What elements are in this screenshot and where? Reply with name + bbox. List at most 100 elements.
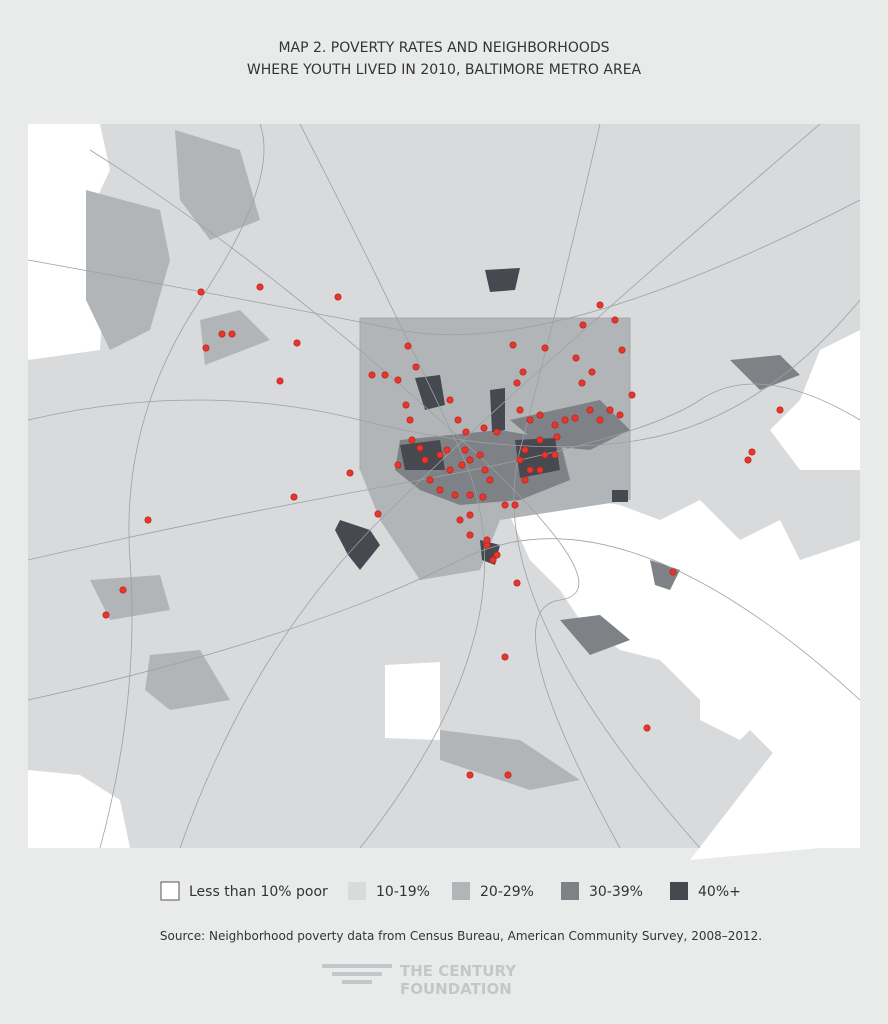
- youth-location: [228, 330, 236, 338]
- youth-location: [493, 551, 501, 559]
- youth-location: [513, 579, 521, 587]
- youth-location: [276, 377, 284, 385]
- youth-location: [144, 516, 152, 524]
- tract-40: [612, 490, 628, 502]
- youth-location: [536, 436, 544, 444]
- legend-swatch: [160, 881, 180, 901]
- youth-location: [466, 771, 474, 779]
- youth-location: [481, 466, 489, 474]
- youth-location: [408, 436, 416, 444]
- tract-20: [90, 575, 170, 620]
- tract-40: [400, 440, 445, 470]
- logo-text: THE CENTURY: [400, 962, 517, 980]
- youth-location: [501, 653, 509, 661]
- youth-location: [466, 491, 474, 499]
- youth-location: [256, 283, 264, 291]
- city-boundary: [359, 317, 631, 500]
- road: [27, 199, 861, 336]
- youth-location: [776, 406, 784, 414]
- tract-30: [560, 615, 630, 655]
- title-line: MAP 2. POVERTY RATES AND NEIGHBORHOODS: [278, 40, 609, 56]
- youth-location: [489, 556, 497, 564]
- youth-location: [476, 451, 484, 459]
- youth-location: [596, 301, 604, 309]
- legend-swatch: [348, 882, 366, 900]
- youth-location: [346, 469, 354, 477]
- road: [89, 149, 621, 849]
- youth-location: [669, 568, 677, 576]
- youth-location: [618, 346, 626, 354]
- youth-location: [551, 451, 559, 459]
- youth-location: [586, 406, 594, 414]
- youth-location: [218, 330, 226, 338]
- youth-location: [511, 501, 519, 509]
- youth-location: [486, 476, 494, 484]
- youth-location: [526, 416, 534, 424]
- tract-40: [415, 375, 445, 410]
- youth-location: [551, 421, 559, 429]
- road: [179, 123, 821, 849]
- youth-location: [483, 536, 491, 544]
- youth-location: [596, 416, 604, 424]
- tract-40: [490, 388, 505, 432]
- youth-location: [553, 433, 561, 441]
- tract-40: [335, 520, 380, 570]
- youth-location: [436, 451, 444, 459]
- youth-location: [290, 493, 298, 501]
- tract-20: [440, 730, 580, 790]
- youth-location: [516, 406, 524, 414]
- logo-bar: [332, 972, 382, 976]
- tract-30: [730, 355, 800, 390]
- youth-location: [368, 371, 376, 379]
- youth-location: [402, 401, 410, 409]
- youth-location: [643, 724, 651, 732]
- youth-location: [416, 444, 424, 452]
- youth-location: [501, 501, 509, 509]
- youth-location: [443, 446, 451, 454]
- water: [505, 495, 860, 848]
- youth-location: [571, 414, 579, 422]
- legend-swatch: [670, 882, 688, 900]
- youth-location: [466, 456, 474, 464]
- youth-location: [102, 611, 110, 619]
- tract-20: [200, 310, 270, 365]
- youth-location: [462, 428, 470, 436]
- tract-20: [175, 130, 260, 240]
- legend-label: 10-19%: [376, 884, 430, 900]
- youth-location: [406, 416, 414, 424]
- youth-location: [293, 339, 301, 347]
- youth-location: [616, 411, 624, 419]
- youth-location: [446, 466, 454, 474]
- logo-bar: [322, 964, 392, 968]
- low-poverty-area: [385, 662, 440, 740]
- map: [27, 123, 861, 860]
- logo-text: FOUNDATION: [400, 980, 512, 998]
- youth-location: [412, 363, 420, 371]
- low-poverty-area: [28, 770, 130, 848]
- water: [770, 330, 860, 470]
- youth-location: [579, 321, 587, 329]
- tract-20: [145, 650, 230, 710]
- youth-location: [480, 424, 488, 432]
- source-note: Source: Neighborhood poverty data from C…: [160, 929, 762, 943]
- youth-location: [479, 493, 487, 501]
- youth-location: [458, 461, 466, 469]
- youth-location: [374, 510, 382, 518]
- logo-bar: [342, 980, 372, 984]
- youth-location: [536, 411, 544, 419]
- youth-location: [509, 341, 517, 349]
- youth-location: [421, 456, 429, 464]
- youth-location: [493, 428, 501, 436]
- youth-location: [381, 371, 389, 379]
- youth-location: [748, 448, 756, 456]
- youth-location: [461, 446, 469, 454]
- youth-location: [504, 771, 512, 779]
- youth-location: [456, 516, 464, 524]
- youth-location: [436, 486, 444, 494]
- youth-location: [513, 379, 521, 387]
- youth-location: [611, 316, 619, 324]
- youth-location: [606, 406, 614, 414]
- logo: THE CENTURY FOUNDATION: [322, 962, 517, 998]
- youth-location: [541, 451, 549, 459]
